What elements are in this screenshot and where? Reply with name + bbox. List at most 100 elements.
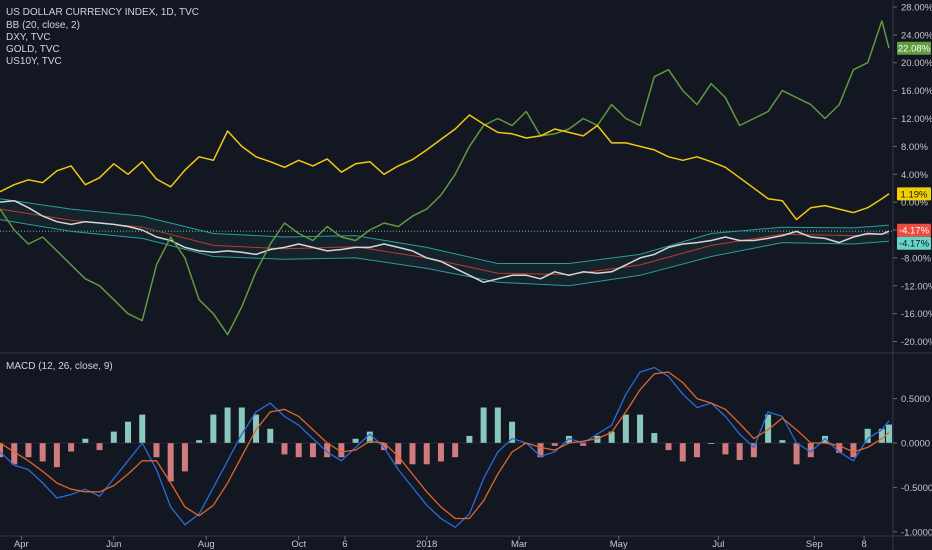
- macd-y-tick-label: -1.0000: [901, 527, 932, 538]
- macd-histogram-bar: [181, 443, 188, 472]
- price-badge: [897, 236, 931, 250]
- us10y-line: [0, 20, 890, 336]
- macd-histogram-bar: [53, 443, 60, 468]
- macd-histogram-bar: [494, 407, 501, 444]
- macd-histogram-bar: [68, 443, 75, 452]
- x-tick-label: Apr: [14, 539, 29, 550]
- x-tick-label: 6: [342, 539, 347, 550]
- macd-histogram-bar: [366, 431, 373, 444]
- macd-histogram-bar: [722, 443, 729, 455]
- macd-histogram-bar: [96, 443, 103, 451]
- macd-histogram-bar: [509, 421, 516, 444]
- y-tick-label: 12.00%: [901, 114, 932, 125]
- macd-legend[interactable]: MACD (12, 26, close, 9): [6, 361, 113, 372]
- macd-histogram-bar: [11, 443, 18, 465]
- price-badge: [897, 223, 931, 237]
- legend-bb[interactable]: BB (20, close, 2): [6, 20, 80, 31]
- macd-histogram-bar: [267, 428, 274, 444]
- macd-histogram-bar: [281, 443, 288, 455]
- x-tick-label: Jul: [712, 539, 724, 550]
- gold-line: [0, 114, 890, 221]
- x-tick-label: 2018: [416, 539, 437, 550]
- y-tick-label: 4.00%: [901, 170, 928, 181]
- macd-histogram-bar: [224, 407, 231, 444]
- macd-histogram-bar: [25, 443, 32, 458]
- macd-histogram-bar: [537, 443, 544, 458]
- macd-histogram-bar: [665, 443, 672, 451]
- macd-histogram-bar: [878, 428, 885, 444]
- dxy-line: [0, 199, 890, 284]
- macd-histogram-bar: [736, 443, 743, 461]
- price-badge: [897, 41, 931, 55]
- macd-histogram-bar: [139, 414, 146, 444]
- bb-fill: [0, 198, 889, 286]
- macd-histogram-bar: [750, 443, 757, 458]
- macd-histogram-bar: [466, 435, 473, 444]
- macd-histogram-bar: [850, 443, 857, 458]
- bb-upper-line: [0, 198, 890, 264]
- macd-histogram-bar: [886, 424, 892, 444]
- macd-histogram-bar: [708, 443, 715, 445]
- price-badge-label: -4.17%: [899, 239, 930, 250]
- macd-histogram-bar: [423, 443, 430, 465]
- x-tick-label: 8: [861, 539, 866, 550]
- legend-us10y[interactable]: US10Y, TVC: [6, 56, 62, 67]
- x-tick-label: Jun: [106, 539, 121, 550]
- macd-histogram-bar: [452, 443, 459, 458]
- macd-histogram-bar: [125, 421, 132, 444]
- y-tick-label: 8.00%: [901, 142, 928, 153]
- macd-histogram-bar: [338, 443, 345, 458]
- macd-histogram-bar: [0, 443, 3, 458]
- y-tick-label: -16.00%: [901, 309, 932, 320]
- macd-y-tick-label: -0.5000: [901, 483, 932, 494]
- x-tick-label: May: [610, 539, 628, 550]
- signal-line: [0, 371, 890, 520]
- macd-histogram-bar: [324, 443, 331, 458]
- macd-histogram-bar: [352, 438, 359, 444]
- price-badge-label: 1.19%: [901, 189, 928, 200]
- y-tick-label: 20.00%: [901, 58, 932, 69]
- y-tick-label: 28.00%: [901, 2, 932, 13]
- macd-histogram-bar: [167, 443, 174, 482]
- macd-histogram-bar: [693, 443, 700, 458]
- macd-histogram-bar: [409, 443, 416, 465]
- macd-histogram-bar: [651, 433, 658, 444]
- macd-histogram-bar: [622, 414, 629, 444]
- macd-histogram-bar: [779, 440, 786, 444]
- legend-title: US DOLLAR CURRENCY INDEX, 1D, TVC: [6, 7, 200, 18]
- macd-histogram-bar: [395, 443, 402, 465]
- macd-y-tick-label: 0.0000: [901, 439, 930, 450]
- macd-histogram-bar: [480, 407, 487, 444]
- macd-histogram-bar: [196, 440, 203, 444]
- macd-histogram-bar: [110, 431, 117, 444]
- macd-histogram-bar: [637, 414, 644, 444]
- macd-histogram-bar: [765, 414, 772, 444]
- y-tick-label: 24.00%: [901, 30, 932, 41]
- x-tick-label: Aug: [198, 539, 215, 550]
- macd-histogram-bar: [153, 443, 160, 458]
- macd-y-tick-label: 0.5000: [901, 394, 930, 405]
- macd-histogram-bar: [39, 443, 46, 462]
- macd-line: [0, 366, 890, 528]
- macd-histogram-bar: [594, 435, 601, 444]
- y-tick-label: -20.00%: [901, 337, 932, 348]
- legend-dxy[interactable]: DXY, TVC: [6, 32, 51, 43]
- price-badge-label: 22.08%: [898, 44, 931, 55]
- macd-histogram-bar: [309, 443, 316, 458]
- bb-basis-line: [0, 208, 890, 276]
- macd-histogram-bar: [836, 443, 843, 453]
- y-tick-label: -8.00%: [901, 253, 932, 264]
- macd-histogram-bar: [295, 443, 302, 458]
- macd-histogram-bar: [864, 428, 871, 444]
- bb-lower-line: [0, 219, 890, 287]
- macd-histogram-bar: [551, 443, 558, 446]
- macd-histogram-bar: [807, 443, 814, 458]
- y-tick-label: 0.00%: [901, 198, 928, 209]
- legend-gold[interactable]: GOLD, TVC: [6, 44, 60, 55]
- macd-histogram-bar: [608, 431, 615, 444]
- y-tick-label: -12.00%: [901, 281, 932, 292]
- macd-histogram-bar: [82, 438, 89, 444]
- macd-histogram-bar: [793, 443, 800, 465]
- macd-histogram-bar: [437, 443, 444, 462]
